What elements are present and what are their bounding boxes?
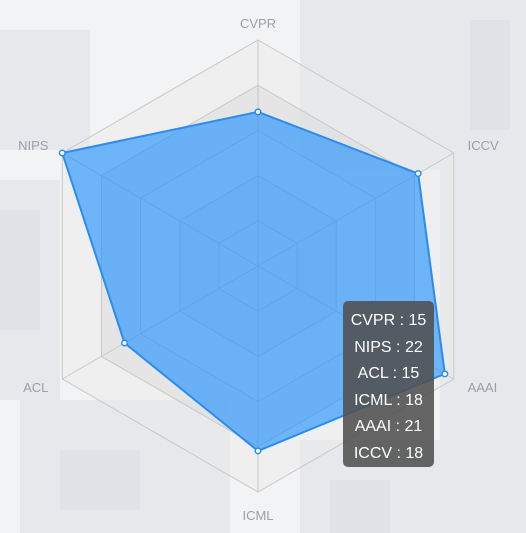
tooltip-row-iccv: ICCV : 18 — [353, 444, 424, 462]
data-point-icml[interactable] — [254, 447, 262, 455]
axis-label-acl: ACL — [23, 380, 48, 395]
data-point-nips[interactable] — [58, 149, 66, 157]
axis-label-icml: ICML — [242, 508, 273, 523]
data-point-cvpr[interactable] — [254, 108, 262, 116]
tooltip-row-icml: ICML : 18 — [354, 391, 423, 409]
axis-label-nips: NIPS — [18, 138, 49, 153]
axis-label-cvpr: CVPR — [240, 16, 276, 31]
data-point-iccv[interactable] — [414, 169, 422, 178]
axis-label-aaai: AAAI — [468, 380, 498, 395]
data-point-aaai[interactable] — [441, 370, 449, 378]
tooltip-row-aaai: AAAI : 21 — [354, 418, 423, 435]
tooltip-row-cvpr: CVPR : 15 — [350, 312, 427, 329]
axis-label-iccv: ICCV — [468, 138, 499, 153]
tooltip-row-nips: NIPS : 22 — [354, 338, 423, 356]
tooltip: CVPR : 15 NIPS : 22 ACL : 15 ICML : 18 A… — [343, 301, 434, 467]
tooltip-row-acl: ACL : 15 — [357, 365, 420, 382]
data-point-acl[interactable] — [121, 339, 129, 347]
